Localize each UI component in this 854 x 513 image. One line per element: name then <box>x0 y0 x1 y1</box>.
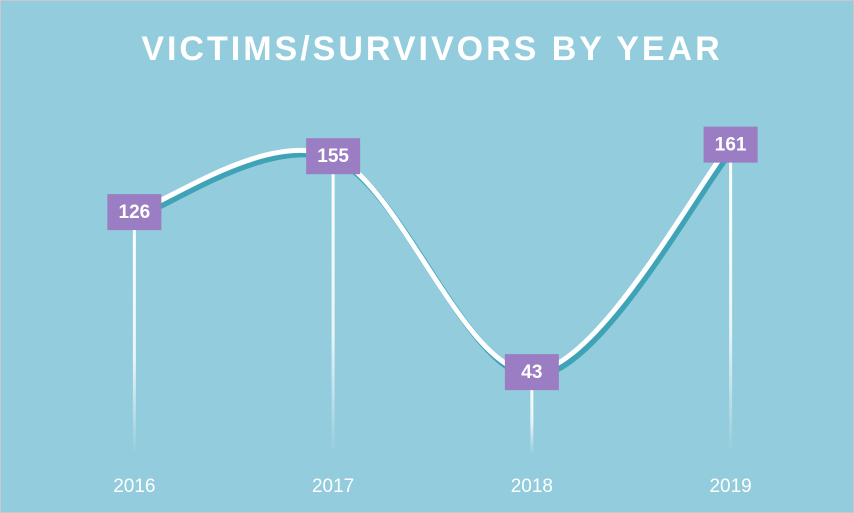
data-label-box <box>306 138 361 175</box>
line <box>131 142 734 375</box>
data-label: 161 <box>715 135 747 156</box>
drop-line <box>530 372 534 455</box>
x-tick-label: 2019 <box>709 476 751 497</box>
x-tick-label: 2018 <box>511 476 553 497</box>
data-label-box <box>504 354 559 391</box>
drop-line <box>331 156 335 455</box>
data-label: 155 <box>317 146 349 167</box>
drop-line <box>729 144 733 455</box>
drop-line <box>132 212 136 455</box>
data-label-box <box>107 194 162 231</box>
x-tick-label: 2017 <box>312 476 354 497</box>
data-label: 126 <box>119 202 151 223</box>
data-label: 43 <box>521 362 542 383</box>
data-label-box <box>703 126 758 163</box>
x-tick-label: 2016 <box>113 476 155 497</box>
chart-title: VICTIMS/SURVIVORS BY YEAR <box>141 30 722 68</box>
